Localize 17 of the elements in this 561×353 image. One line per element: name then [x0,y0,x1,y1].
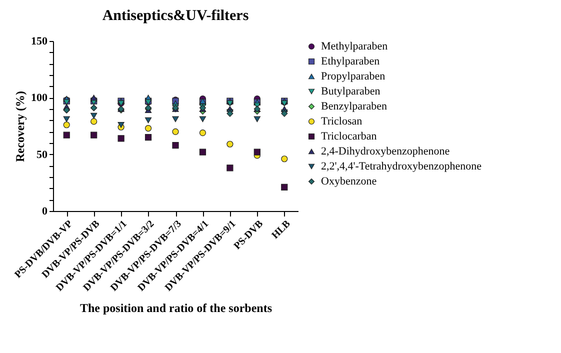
legend-label: Methylparaben [321,40,388,52]
legend-label: Ethylparaben [321,56,380,68]
legend-label: Triclocarban [321,130,378,142]
y-tick-label: 0 [42,206,48,218]
y-axis-title: Recovery (%) [13,91,27,162]
legend-label: Triclosan [321,116,363,128]
chart-title: Antiseptics&UV-filters [102,8,249,24]
legend-label: Oxybenzone [321,176,377,188]
y-tick-label: 150 [31,36,48,48]
legend-label: 2,4-Dihydroxybenzophenone [321,146,450,158]
legend-label: Benzylparaben [321,100,388,112]
y-tick-label: 100 [31,92,48,104]
legend-label: 2,2',4,4'-Tetrahydroxybenzophenone [321,160,482,172]
legend-label: Butylparaben [321,86,381,98]
y-tick-label: 50 [36,148,48,161]
x-axis-title: The position and ratio of the sorbents [80,300,272,315]
legend-label: Propylparaben [321,70,386,82]
